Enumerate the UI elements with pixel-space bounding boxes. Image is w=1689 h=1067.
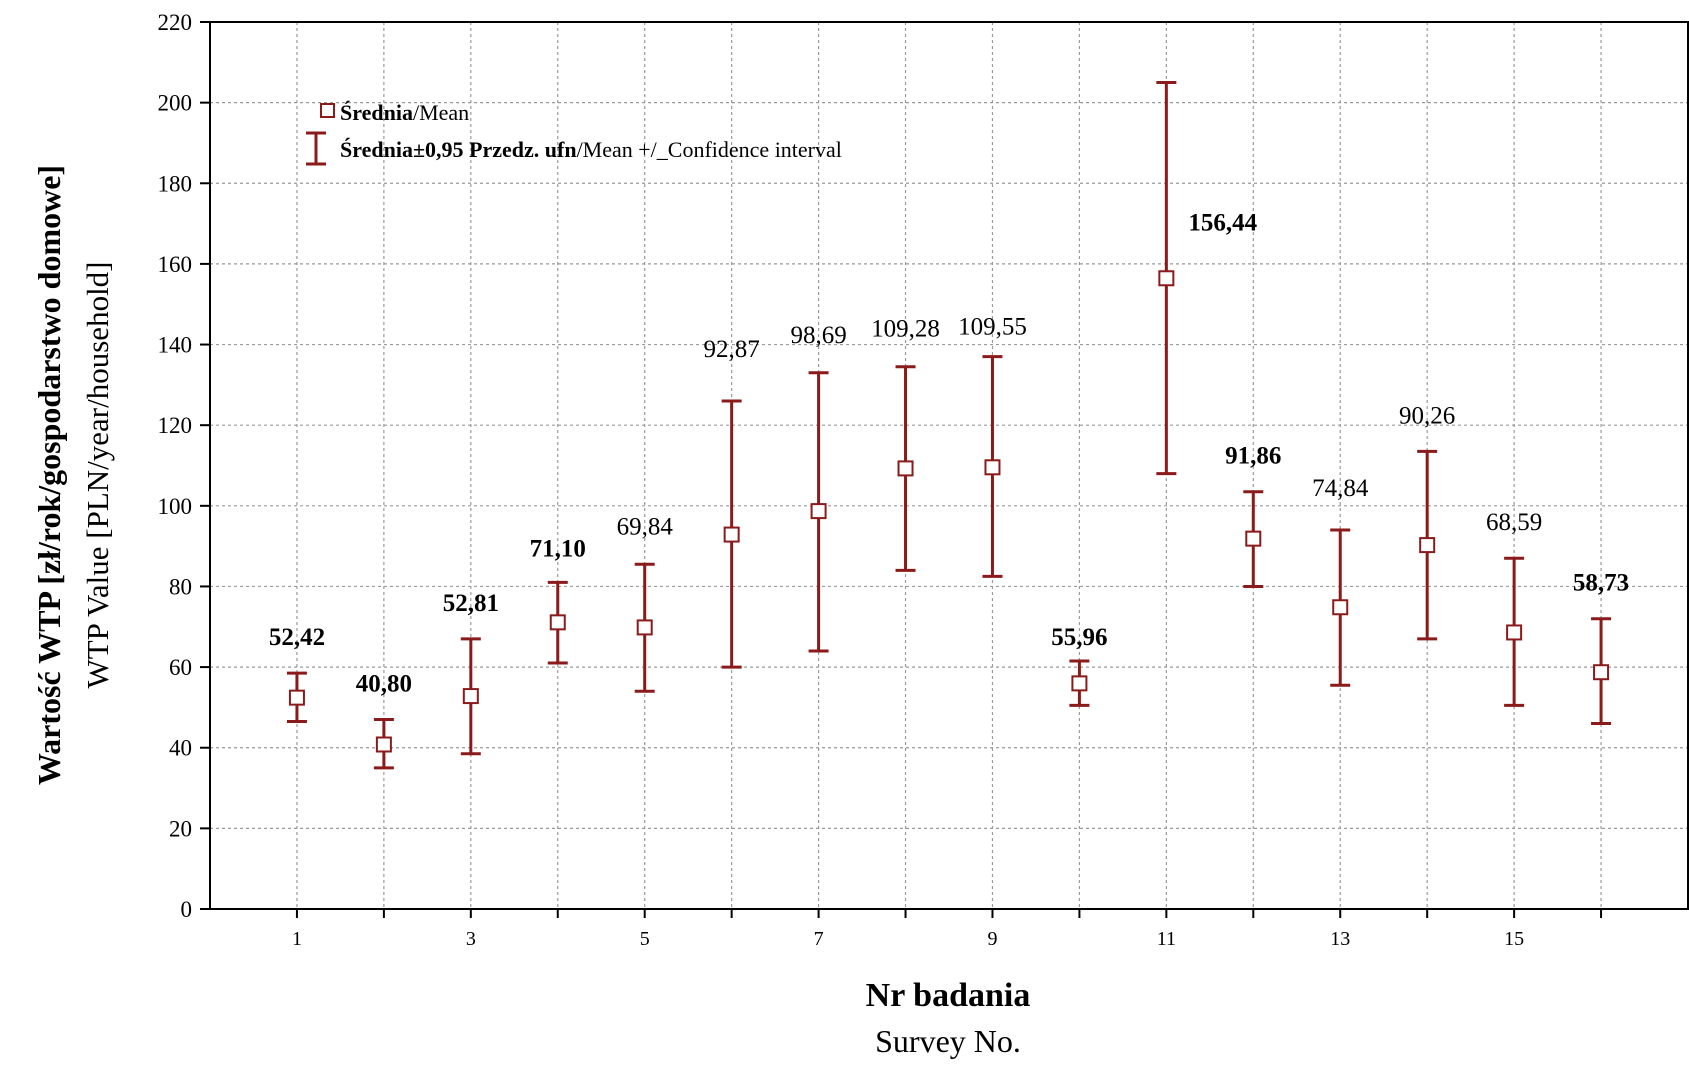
data-label-3: 52,81: [443, 590, 499, 617]
data-label-12: 91,86: [1225, 443, 1281, 470]
x-tick-label-13: 13: [1330, 928, 1350, 950]
x-axis-title-en: Survey No.: [875, 1023, 1021, 1059]
legend-ci-text: Średnia±0,95 Przedz. ufn/Mean +/_Confide…: [340, 137, 842, 162]
legend-ci-marker: [306, 131, 326, 166]
x-tick-label-15: 15: [1504, 928, 1524, 950]
data-label-2: 40,80: [356, 671, 412, 698]
legend-mean-marker: [320, 103, 335, 118]
mean-point-7: [810, 503, 827, 520]
data-label-9: 109,55: [958, 314, 1027, 341]
axes: [209, 21, 1689, 910]
mean-point-5: [636, 619, 653, 636]
x-tick-label-5: 5: [640, 928, 650, 950]
mean-point-16: [1593, 664, 1610, 681]
mean-point-4: [549, 614, 566, 631]
mean-point-3: [462, 688, 479, 705]
x-tick-label-3: 3: [466, 928, 476, 950]
data-label-8: 109,28: [871, 316, 940, 343]
data-marks: [286, 80, 1612, 770]
y-tick-label-120: 120: [158, 413, 193, 438]
mean-point-10: [1071, 675, 1088, 692]
legend-mean-bold: Średnia: [340, 100, 413, 125]
legend: Średnia/Mean Średnia±0,95 Przedz. ufn/Me…: [306, 100, 842, 166]
data-label-10: 55,96: [1051, 624, 1107, 651]
y-tick-label-40: 40: [169, 736, 192, 761]
y-tick-label-140: 140: [158, 333, 193, 358]
data-label-11: 156,44: [1188, 209, 1257, 236]
data-label-5: 69,84: [617, 513, 674, 540]
legend-ci-bold: Średnia±0,95 Przedz. ufn: [340, 137, 577, 162]
data-label-13: 74,84: [1312, 475, 1369, 502]
mean-point-15: [1506, 624, 1523, 641]
y-axis-title-en: WTP Value [PLN/year/household]: [80, 261, 115, 688]
data-labels: 52,42 40,80 52,81 71,10 69,84 92,87 98,69 109,2…: [269, 209, 1629, 697]
mean-point-12: [1245, 530, 1262, 547]
legend-mean-text: Średnia/Mean: [340, 100, 469, 125]
y-tick-label-80: 80: [169, 574, 192, 599]
data-label-14: 90,26: [1399, 402, 1455, 429]
data-label-6: 92,87: [704, 336, 760, 363]
mean-point-2: [375, 736, 392, 753]
mean-point-9: [984, 459, 1001, 476]
y-tick-label-220: 220: [158, 10, 193, 35]
data-label-15: 68,59: [1486, 509, 1542, 536]
data-label-4: 71,10: [530, 535, 586, 562]
x-tick-label-1: 1: [292, 928, 302, 950]
y-tick-label-60: 60: [169, 655, 192, 680]
grid: [210, 22, 1688, 909]
y-tick-label-200: 200: [158, 91, 193, 116]
y-tick-label-0: 0: [181, 897, 193, 922]
data-label-16: 58,73: [1573, 570, 1629, 597]
mean-point-11: [1158, 270, 1175, 287]
y-tick-label-160: 160: [158, 252, 193, 277]
x-tick-label-11: 11: [1157, 928, 1176, 950]
mean-point-14: [1419, 537, 1436, 554]
data-label-7: 98,69: [790, 322, 846, 349]
plot-frame: [209, 21, 1689, 910]
legend-ci-rest: /Mean +/_Confidence interval: [577, 137, 842, 162]
x-axis-title-pl: Nr badania: [866, 977, 1031, 1014]
y-tick-label-20: 20: [169, 816, 192, 841]
y-tick-label-100: 100: [158, 494, 193, 519]
y-tick-label-180: 180: [158, 171, 193, 196]
mean-point-6: [723, 526, 740, 543]
data-label-1: 52,42: [269, 624, 325, 651]
x-tick-label-9: 9: [987, 928, 997, 950]
y-axis-title-pl: Wartość WTP [zł/rok/gospodarstwo domowe]: [31, 165, 67, 785]
x-tick-label-7: 7: [814, 928, 824, 950]
mean-point-8: [897, 460, 914, 477]
mean-point-1: [288, 689, 305, 706]
mean-point-13: [1332, 599, 1349, 616]
legend-mean-rest: /Mean: [413, 100, 469, 125]
